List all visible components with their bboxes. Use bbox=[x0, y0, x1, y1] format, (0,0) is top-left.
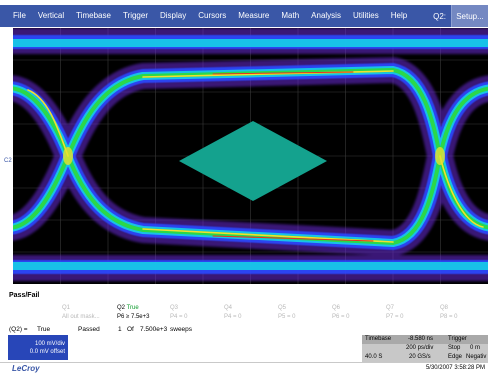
eye-diagram bbox=[13, 28, 488, 284]
menu-analysis[interactable]: Analysis bbox=[311, 11, 341, 20]
footer-divider bbox=[0, 362, 488, 363]
pf-q5-detail: P5 = 0 bbox=[278, 314, 296, 320]
pf-q3-detail: P4 = 0 bbox=[170, 314, 188, 320]
datetime-stamp: 5/30/2007 3:58:28 PM bbox=[425, 365, 485, 371]
trigger-level: 0 m bbox=[470, 345, 481, 351]
pf-summary-count: 1 bbox=[118, 326, 122, 333]
pf-q6-detail: P6 = 0 bbox=[332, 314, 350, 320]
menu-utilities[interactable]: Utilities bbox=[352, 11, 379, 20]
pf-q8-label[interactable]: Q8 bbox=[440, 305, 449, 311]
trigger-label: Trigger bbox=[448, 336, 467, 342]
pf-q6-label[interactable]: Q6 bbox=[332, 305, 341, 311]
pf-q4-label[interactable]: Q4 bbox=[224, 305, 233, 311]
timebase-label: Timebase bbox=[365, 336, 392, 342]
pf-q5-label[interactable]: Q5 bbox=[278, 305, 287, 311]
trigger-slope: Negativ bbox=[466, 354, 487, 360]
pf-summary-sweeps-label: sweeps bbox=[170, 326, 193, 333]
pf-q7-detail: P7 = 0 bbox=[386, 314, 404, 320]
active-channel-label: Q2: bbox=[433, 11, 446, 21]
pf-q1-detail: All out mask... bbox=[62, 314, 100, 320]
channel-offset: 0.0 mV offset bbox=[29, 349, 65, 355]
trigger-type: Edge bbox=[448, 354, 463, 360]
pf-summary-value: True bbox=[37, 326, 51, 333]
channel-volts-div: 100 mV/div bbox=[34, 341, 65, 347]
pf-q2-label[interactable]: Q2 True bbox=[117, 305, 139, 311]
pf-q4-detail: P4 = 0 bbox=[224, 314, 242, 320]
timebase-time-div: 200 ps/div bbox=[406, 345, 434, 351]
pf-summary-sweeps: 7.500e+3 bbox=[140, 326, 168, 333]
channel-descriptor[interactable]: 100 mV/div 0.0 mV offset bbox=[8, 335, 68, 360]
trigger-mode: Stop bbox=[448, 345, 461, 351]
pf-summary-status: Passed bbox=[78, 326, 100, 333]
pf-q1-label[interactable]: Q1 bbox=[62, 305, 71, 311]
brand-logo: LeCroy bbox=[12, 364, 40, 373]
menu-bar: File Vertical Timebase Trigger Display C… bbox=[0, 5, 488, 27]
timebase-record: 40.0 S bbox=[365, 354, 383, 360]
menu-file[interactable]: File bbox=[13, 11, 26, 20]
menu-trigger[interactable]: Trigger bbox=[122, 11, 148, 20]
pf-summary-of: Of bbox=[127, 326, 134, 333]
menu-measure[interactable]: Measure bbox=[238, 11, 270, 20]
menu-display[interactable]: Display bbox=[160, 11, 187, 20]
eye-traces bbox=[13, 28, 488, 281]
menu-timebase[interactable]: Timebase bbox=[76, 11, 111, 20]
pf-q3-label[interactable]: Q3 bbox=[170, 305, 179, 311]
pass-fail-title: Pass/Fail bbox=[9, 292, 40, 299]
timebase-trigger-panel[interactable]: Timebase -8.580 ns Trigger 200 ps/div St… bbox=[362, 335, 488, 363]
setup-button[interactable]: Setup... bbox=[451, 5, 488, 27]
channel-marker: C2 bbox=[4, 158, 12, 164]
menu-vertical[interactable]: Vertical bbox=[37, 11, 65, 20]
pf-q8-detail: P8 = 0 bbox=[440, 314, 458, 320]
menu-math[interactable]: Math bbox=[281, 11, 300, 20]
pf-summary-label: (Q2) = bbox=[9, 326, 28, 333]
timebase-sample-rate: 20 GS/s bbox=[409, 354, 431, 360]
menu-help[interactable]: Help bbox=[390, 11, 408, 20]
eye-mask-polygon bbox=[179, 121, 327, 201]
menu-cursors[interactable]: Cursors bbox=[198, 11, 227, 20]
timebase-delay: -8.580 ns bbox=[408, 336, 434, 342]
pf-q2-detail: P6 ≥ 7.5e+3 bbox=[117, 314, 150, 320]
scope-display[interactable] bbox=[13, 28, 488, 284]
pf-q7-label[interactable]: Q7 bbox=[386, 305, 395, 311]
